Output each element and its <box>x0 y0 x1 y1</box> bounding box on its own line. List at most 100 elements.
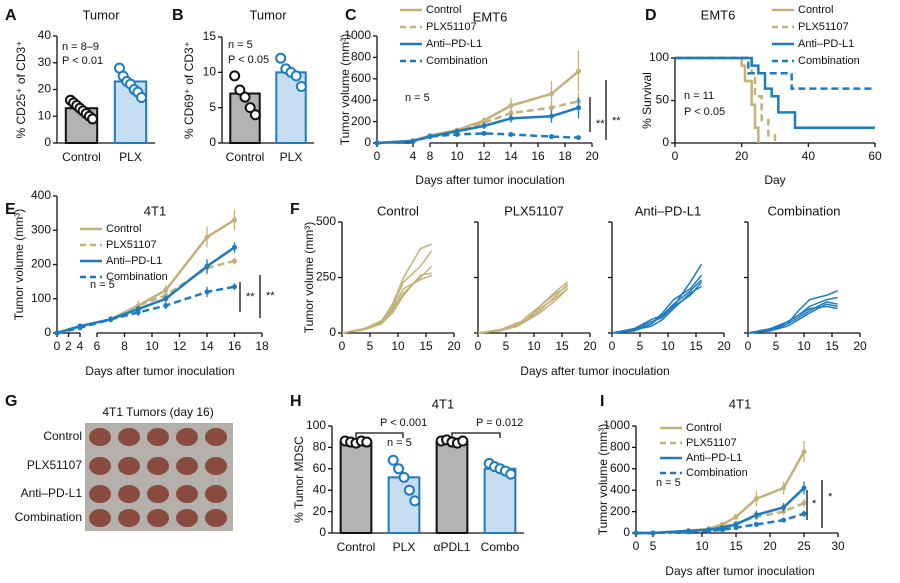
mouse-line <box>477 281 569 334</box>
x-axis-label: Day <box>764 173 785 187</box>
data-point <box>232 217 237 223</box>
x-axis-label: Days after tumor inoculation <box>415 173 564 187</box>
y-tick-label: 800 <box>351 50 371 64</box>
data-point <box>108 316 114 322</box>
data-point <box>249 109 261 121</box>
chart-title: 4T1 <box>729 396 751 411</box>
annotation: P < 0.001 <box>380 417 427 429</box>
bar <box>435 441 469 534</box>
annotation: n = 5 <box>656 477 681 489</box>
legend-label: Control <box>106 223 141 235</box>
x-tick-label: 16 <box>531 149 545 163</box>
annotation: n = 8–9 <box>62 41 99 53</box>
data-point <box>87 113 99 125</box>
data-point <box>650 530 656 536</box>
y-tick-label: 600 <box>610 461 630 475</box>
legend-label: PLX51107 <box>106 239 157 251</box>
y-tick-label: 40 <box>38 28 52 42</box>
bar <box>339 441 373 534</box>
data-point <box>204 289 210 295</box>
series-line <box>376 132 579 145</box>
data-point <box>576 135 581 141</box>
x-tick-label: 0 <box>745 339 752 353</box>
mouse-line <box>341 265 433 334</box>
tumor <box>118 457 140 475</box>
legend-label: Control <box>798 4 833 16</box>
x-tick-label: Control <box>337 540 376 554</box>
mouse-line <box>611 285 702 334</box>
mouse-line <box>477 288 569 334</box>
chart-title: 4T1 <box>144 203 166 218</box>
tumor <box>89 509 111 527</box>
annotation: n = 5 <box>90 279 115 291</box>
mouse-line <box>341 272 432 334</box>
y-tick-label: 200 <box>31 257 51 271</box>
data-point <box>163 296 169 302</box>
data-point <box>801 500 807 506</box>
data-point <box>398 471 410 483</box>
x-tick-label: 15 <box>825 339 839 353</box>
tumor <box>205 457 227 475</box>
x-tick-label: PLX <box>393 540 416 554</box>
data-point <box>232 284 237 290</box>
x-tick-label: 20 <box>717 339 731 353</box>
x-tick-label: 15 <box>555 339 569 353</box>
x-tick-label: 20 <box>763 539 777 553</box>
row-label: Combination <box>15 510 82 524</box>
annotation: ** <box>612 115 621 127</box>
panel-letter: I <box>600 393 604 410</box>
panel-letter: E <box>5 201 16 218</box>
y-tick-label: 0 <box>319 525 326 539</box>
x-tick-label: 0 <box>339 339 346 353</box>
y-tick-label: 400 <box>31 188 51 202</box>
legend-label: PLX51107 <box>426 21 477 33</box>
x-tick-label: 8 <box>427 149 434 163</box>
data-point <box>232 244 237 250</box>
tumor <box>176 509 198 527</box>
x-tick-label: 5 <box>367 339 374 353</box>
tumor <box>205 509 227 527</box>
x-tick-label: 0 <box>475 339 482 353</box>
data-point <box>54 330 60 336</box>
mouse-line <box>477 283 569 334</box>
x-tick-label: 0 <box>633 539 640 553</box>
y-axis-label: Tumor volume (mm³) <box>302 222 316 334</box>
annotation: P < 0.05 <box>228 54 269 66</box>
data-point <box>234 84 246 96</box>
x-tick-label: Combo <box>481 540 520 554</box>
tumor <box>176 485 198 503</box>
legend-label: Combination <box>686 467 748 479</box>
tumor <box>118 509 140 527</box>
mouse-line <box>611 279 703 334</box>
data-point <box>481 130 487 136</box>
chart-title: Tumor <box>249 7 287 22</box>
data-point <box>393 463 405 475</box>
x-tick-label: PLX <box>280 150 303 164</box>
legend-label: Combination <box>426 55 488 67</box>
y-tick-label: 600 <box>351 71 371 85</box>
data-point <box>454 131 460 137</box>
series-line <box>636 512 805 535</box>
subplot-title: Anti–PD-L1 <box>635 203 701 218</box>
panel-letter: G <box>5 393 17 410</box>
data-point <box>801 485 807 491</box>
photo-title: 4T1 Tumors (day 16) <box>102 405 213 419</box>
bracket <box>451 432 501 438</box>
data-point <box>733 525 739 531</box>
survival-curve <box>675 56 777 143</box>
x-tick-label: 8 <box>121 339 128 353</box>
x-tick-label: 20 <box>853 339 867 353</box>
legend-label: Combination <box>106 271 168 283</box>
data-point <box>549 113 554 119</box>
y-tick-label: 20 <box>38 82 52 96</box>
x-tick-label: 10 <box>661 339 675 353</box>
data-point <box>781 485 787 491</box>
data-point <box>753 512 759 518</box>
x-tick-label: 4 <box>77 339 84 353</box>
y-tick-label: 0 <box>662 135 669 149</box>
x-tick-label: 5 <box>773 339 780 353</box>
y-tick-label: 100 <box>649 50 669 64</box>
y-tick-label: 100 <box>306 418 326 432</box>
data-point <box>706 528 712 534</box>
